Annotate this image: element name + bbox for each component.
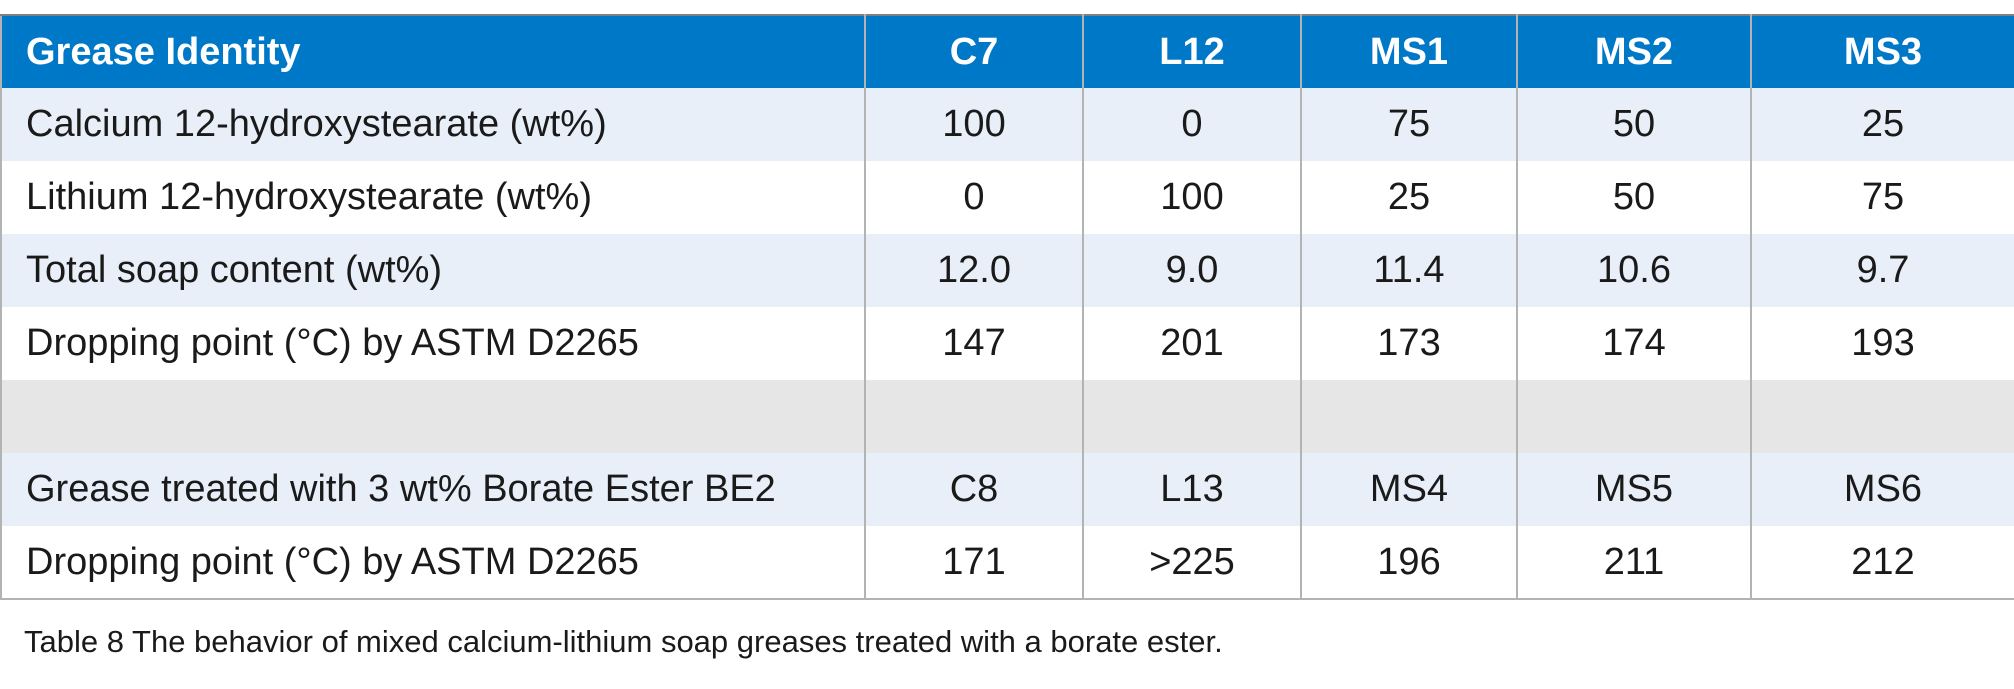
- table-cell: 9.0: [1082, 234, 1302, 307]
- table-cell: 11.4: [1300, 234, 1518, 307]
- row-label: Dropping point (°C) by ASTM D2265: [0, 526, 866, 600]
- table-row-dropping-point-treated: Dropping point (°C) by ASTM D2265 171 >2…: [0, 526, 2014, 600]
- table-cell: 25: [1750, 88, 2014, 161]
- table-cell: 75: [1750, 161, 2014, 234]
- table-row-borate-treated: Grease treated with 3 wt% Borate Ester B…: [0, 453, 2014, 526]
- header-cell-c7: C7: [864, 14, 1084, 88]
- row-label: [0, 380, 866, 453]
- table-cell: L13: [1082, 453, 1302, 526]
- table-cell: [1300, 380, 1518, 453]
- row-label: Calcium 12-hydroxystearate (wt%): [0, 88, 866, 161]
- table-row-calcium: Calcium 12-hydroxystearate (wt%) 100 0 7…: [0, 88, 2014, 161]
- table-cell: [864, 380, 1084, 453]
- header-cell-ms2: MS2: [1516, 14, 1752, 88]
- table-cell: 147: [864, 307, 1084, 380]
- table-cell: MS4: [1300, 453, 1518, 526]
- table-cell: 25: [1300, 161, 1518, 234]
- table-cell: MS6: [1750, 453, 2014, 526]
- table-cell: 196: [1300, 526, 1518, 600]
- table-cell: 212: [1750, 526, 2014, 600]
- header-cell-l12: L12: [1082, 14, 1302, 88]
- table-cell: 173: [1300, 307, 1518, 380]
- table-cell: 75: [1300, 88, 1518, 161]
- table-cell: 12.0: [864, 234, 1084, 307]
- header-cell-ms1: MS1: [1300, 14, 1518, 88]
- row-label: Total soap content (wt%): [0, 234, 866, 307]
- table-header-row: Grease Identity C7 L12 MS1 MS2 MS3: [0, 14, 2014, 88]
- table-cell: 10.6: [1516, 234, 1752, 307]
- table-cell: 0: [1082, 88, 1302, 161]
- table-row-total-soap: Total soap content (wt%) 12.0 9.0 11.4 1…: [0, 234, 2014, 307]
- table-cell: MS5: [1516, 453, 1752, 526]
- table-cell: C8: [864, 453, 1084, 526]
- row-label: Dropping point (°C) by ASTM D2265: [0, 307, 866, 380]
- table-cell: 211: [1516, 526, 1752, 600]
- table-cell: 100: [1082, 161, 1302, 234]
- table-cell: [1516, 380, 1752, 453]
- table-cell: [1082, 380, 1302, 453]
- table-caption: Table 8 The behavior of mixed calcium-li…: [24, 624, 1223, 659]
- header-cell-label: Grease Identity: [0, 14, 866, 88]
- table-row-spacer: [0, 380, 2014, 453]
- table-cell: 50: [1516, 161, 1752, 234]
- table-row-lithium: Lithium 12-hydroxystearate (wt%) 0 100 2…: [0, 161, 2014, 234]
- row-label: Grease treated with 3 wt% Borate Ester B…: [0, 453, 866, 526]
- table-cell: 171: [864, 526, 1084, 600]
- table-cell: [1750, 380, 2014, 453]
- row-label: Lithium 12-hydroxystearate (wt%): [0, 161, 866, 234]
- table-cell: 193: [1750, 307, 2014, 380]
- table-container: Grease Identity C7 L12 MS1 MS2 MS3 Calci…: [0, 14, 2014, 600]
- header-cell-ms3: MS3: [1750, 14, 2014, 88]
- table-cell: 100: [864, 88, 1084, 161]
- grease-table: Grease Identity C7 L12 MS1 MS2 MS3 Calci…: [0, 14, 2014, 600]
- table-cell: 0: [864, 161, 1084, 234]
- table-row-dropping-point: Dropping point (°C) by ASTM D2265 147 20…: [0, 307, 2014, 380]
- table-cell: 50: [1516, 88, 1752, 161]
- table-cell: >225: [1082, 526, 1302, 600]
- table-cell: 9.7: [1750, 234, 2014, 307]
- table-cell: 201: [1082, 307, 1302, 380]
- table-cell: 174: [1516, 307, 1752, 380]
